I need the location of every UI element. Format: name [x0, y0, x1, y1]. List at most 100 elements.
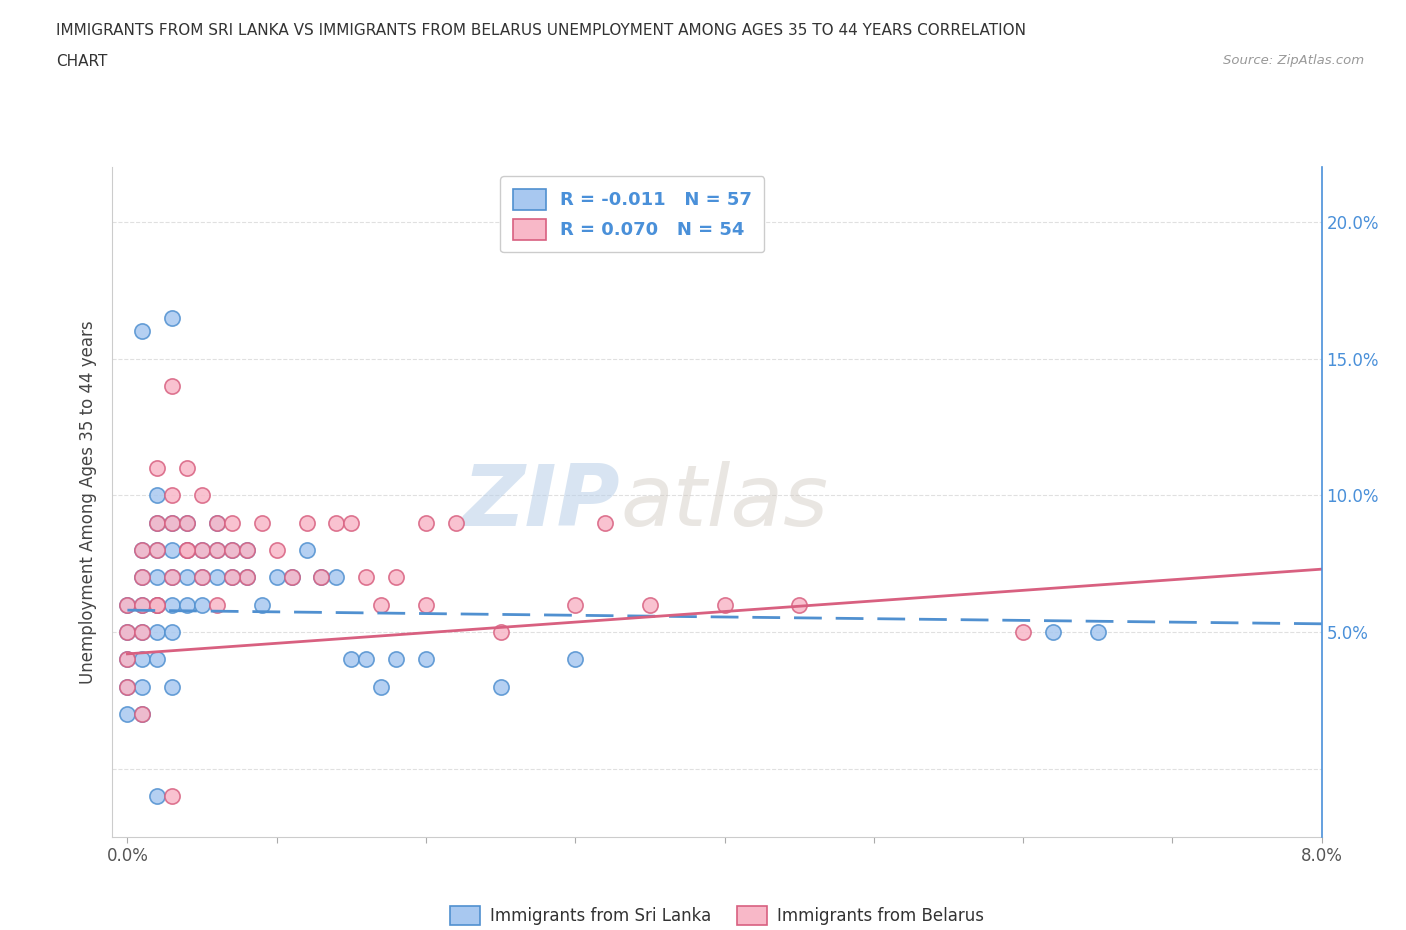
Point: [160, 515, 183, 530]
Point: [236, 542, 259, 557]
Point: [160, 515, 183, 530]
Point: [160, 379, 183, 393]
Point: [131, 597, 153, 612]
Point: [131, 324, 153, 339]
Point: [160, 625, 183, 640]
Point: [221, 570, 243, 585]
Point: [117, 679, 139, 694]
Point: [564, 652, 586, 667]
Point: [191, 570, 214, 585]
Point: [354, 652, 377, 667]
Point: [131, 570, 153, 585]
Point: [205, 570, 228, 585]
Point: [131, 625, 153, 640]
Point: [280, 570, 302, 585]
Point: [117, 625, 139, 640]
Point: [444, 515, 467, 530]
Point: [221, 570, 243, 585]
Point: [564, 597, 586, 612]
Legend: Immigrants from Sri Lanka, Immigrants from Belarus: Immigrants from Sri Lanka, Immigrants fr…: [444, 899, 990, 930]
Point: [176, 597, 198, 612]
Point: [131, 542, 153, 557]
Point: [205, 515, 228, 530]
Point: [250, 515, 273, 530]
Point: [787, 597, 810, 612]
Point: [221, 542, 243, 557]
Text: IMMIGRANTS FROM SRI LANKA VS IMMIGRANTS FROM BELARUS UNEMPLOYMENT AMONG AGES 35 : IMMIGRANTS FROM SRI LANKA VS IMMIGRANTS …: [56, 23, 1026, 38]
Point: [191, 570, 214, 585]
Point: [160, 311, 183, 325]
Point: [205, 597, 228, 612]
Point: [117, 625, 139, 640]
Point: [131, 679, 153, 694]
Point: [117, 652, 139, 667]
Point: [160, 789, 183, 804]
Point: [146, 515, 169, 530]
Point: [160, 488, 183, 503]
Point: [191, 597, 214, 612]
Point: [1012, 625, 1035, 640]
Point: [176, 542, 198, 557]
Text: Source: ZipAtlas.com: Source: ZipAtlas.com: [1223, 54, 1364, 67]
Point: [160, 542, 183, 557]
Point: [131, 707, 153, 722]
Point: [146, 597, 169, 612]
Y-axis label: Unemployment Among Ages 35 to 44 years: Unemployment Among Ages 35 to 44 years: [79, 321, 97, 684]
Point: [117, 707, 139, 722]
Point: [236, 570, 259, 585]
Point: [236, 570, 259, 585]
Point: [713, 597, 735, 612]
Point: [191, 542, 214, 557]
Point: [266, 542, 288, 557]
Point: [176, 542, 198, 557]
Point: [325, 515, 347, 530]
Point: [1087, 625, 1109, 640]
Point: [160, 570, 183, 585]
Text: atlas: atlas: [620, 460, 828, 544]
Point: [176, 515, 198, 530]
Point: [176, 570, 198, 585]
Point: [176, 542, 198, 557]
Point: [176, 460, 198, 475]
Point: [354, 570, 377, 585]
Point: [160, 570, 183, 585]
Point: [131, 652, 153, 667]
Point: [415, 515, 437, 530]
Point: [415, 652, 437, 667]
Point: [250, 597, 273, 612]
Point: [385, 570, 408, 585]
Point: [205, 542, 228, 557]
Point: [131, 597, 153, 612]
Point: [489, 625, 512, 640]
Point: [146, 597, 169, 612]
Point: [205, 515, 228, 530]
Point: [146, 542, 169, 557]
Point: [370, 679, 392, 694]
Point: [311, 570, 333, 585]
Point: [146, 570, 169, 585]
Point: [146, 625, 169, 640]
Point: [131, 570, 153, 585]
Point: [311, 570, 333, 585]
Point: [146, 515, 169, 530]
Point: [131, 542, 153, 557]
Point: [117, 597, 139, 612]
Point: [131, 625, 153, 640]
Point: [146, 460, 169, 475]
Point: [191, 542, 214, 557]
Point: [280, 570, 302, 585]
Point: [340, 652, 363, 667]
Point: [205, 542, 228, 557]
Point: [638, 597, 661, 612]
Point: [117, 652, 139, 667]
Point: [146, 542, 169, 557]
Point: [146, 488, 169, 503]
Text: ZIP: ZIP: [463, 460, 620, 544]
Point: [146, 789, 169, 804]
Point: [489, 679, 512, 694]
Point: [146, 597, 169, 612]
Point: [160, 679, 183, 694]
Point: [385, 652, 408, 667]
Point: [117, 597, 139, 612]
Point: [1042, 625, 1064, 640]
